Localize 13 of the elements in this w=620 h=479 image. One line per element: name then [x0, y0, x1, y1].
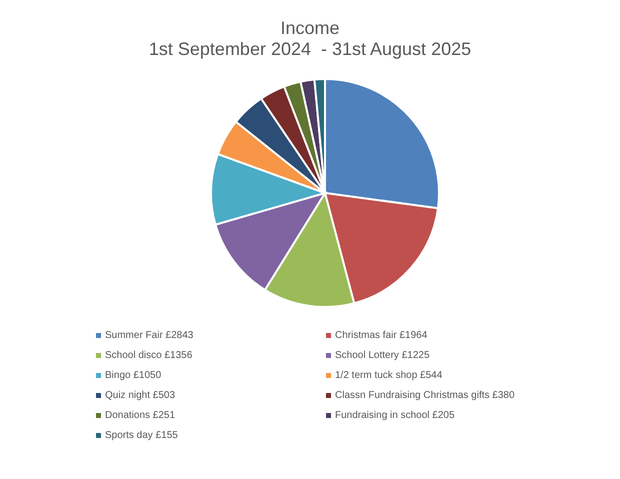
chart-subtitle: 1st September 2024 - 31st August 2025 — [148, 39, 472, 60]
legend-label: Donations £251 — [105, 410, 176, 421]
legend-label: Bingo £1050 — [105, 370, 162, 381]
legend-label: Christmas fair £1964 — [335, 330, 428, 341]
legend-label: School disco £1356 — [105, 350, 192, 361]
chart-title: Income — [279, 18, 341, 39]
legend-label: Quiz night £503 — [105, 390, 176, 401]
legend-label: School Lottery £1225 — [335, 350, 430, 361]
legend-label: Fundraising in school £205 — [335, 410, 455, 421]
legend-label: Summer Fair £2843 — [105, 330, 194, 341]
legend-label: 1/2 term tuck shop £544 — [335, 370, 442, 381]
legend-label: Classn Fundraising Christmas gifts £380 — [335, 390, 515, 401]
legend-label: Sports day £155 — [105, 430, 178, 441]
